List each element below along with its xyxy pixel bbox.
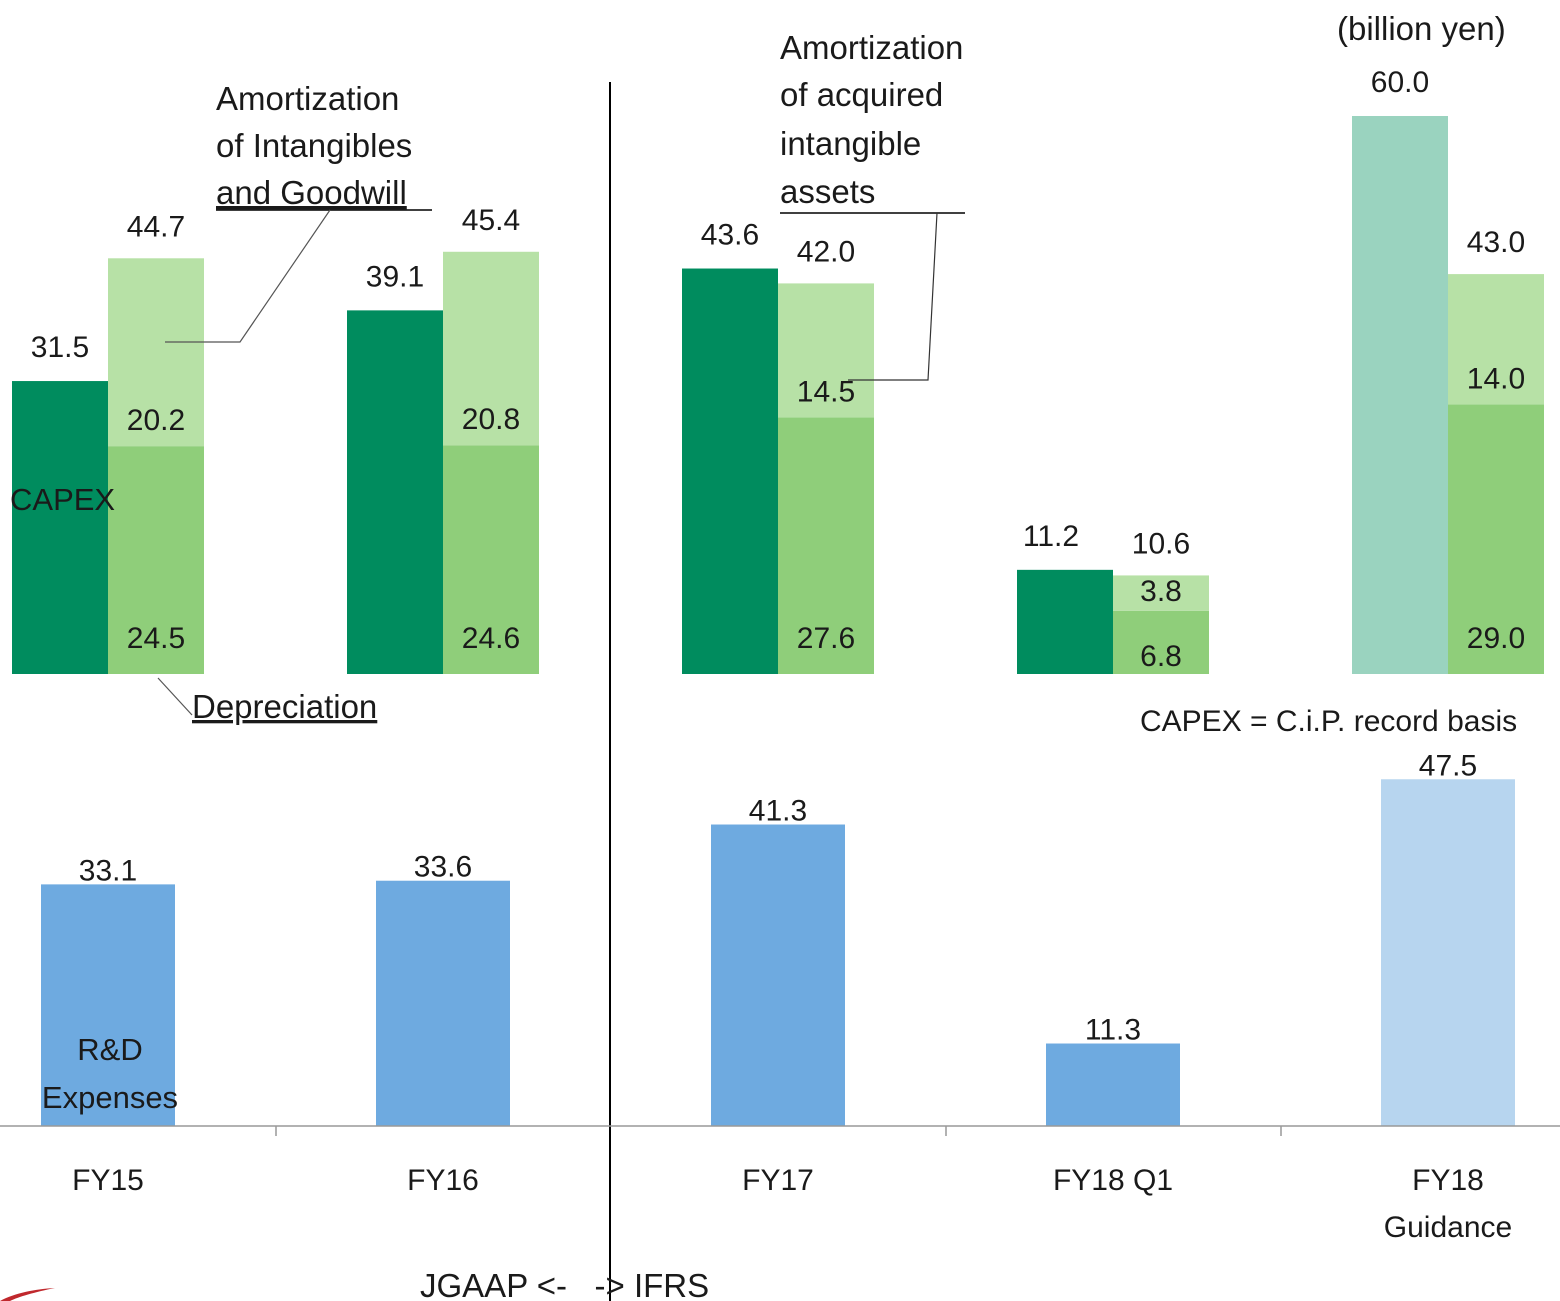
x-tick-label: FY18 Q1 bbox=[1053, 1164, 1173, 1197]
rnd-value-label: 33.6 bbox=[414, 851, 472, 884]
depreciation-bar bbox=[1448, 404, 1544, 674]
depreciation-value-label: 27.6 bbox=[797, 622, 855, 655]
leader-line bbox=[157, 677, 193, 716]
total-value-label: 42.0 bbox=[797, 235, 855, 268]
capex-bar bbox=[12, 381, 108, 674]
rnd-bar bbox=[41, 884, 175, 1126]
total-value-label: 45.4 bbox=[462, 204, 520, 237]
x-tick-label: FY18 Guidance bbox=[1384, 1164, 1512, 1244]
amortization-value-label: 20.8 bbox=[462, 403, 520, 436]
annotation-depreciation: Depreciation bbox=[192, 688, 377, 725]
depreciation-value-label: 24.6 bbox=[462, 622, 520, 655]
x-tick-label: FY15 bbox=[72, 1164, 144, 1197]
x-tick-label: FY17 bbox=[742, 1164, 814, 1197]
rnd-bar bbox=[1046, 1043, 1180, 1126]
rnd-value-label: 47.5 bbox=[1419, 749, 1477, 782]
annotation-amort-goodwill-line3: and Goodwill bbox=[216, 174, 407, 211]
annotation-capex-basis: CAPEX = C.i.P. record basis bbox=[1140, 705, 1517, 738]
annotation-rnd-line2: Expenses bbox=[42, 1080, 178, 1115]
rnd-value-label: 11.3 bbox=[1085, 1014, 1141, 1047]
capex-value-label: 31.5 bbox=[31, 331, 89, 364]
annotation-amort-goodwill-line1: Amortization bbox=[216, 80, 399, 117]
annotation-amort-acquired-line3: intangible bbox=[780, 125, 921, 162]
rnd-value-label: 33.1 bbox=[79, 854, 137, 887]
depreciation-value-label: 24.5 bbox=[127, 622, 185, 655]
rnd-bar bbox=[711, 824, 845, 1126]
depreciation-bar bbox=[1113, 610, 1209, 674]
amortization-value-label: 3.8 bbox=[1140, 575, 1182, 608]
annotation-amort-acquired-line4: assets bbox=[780, 173, 875, 210]
leader-line bbox=[165, 209, 331, 343]
amortization-bar bbox=[108, 258, 204, 447]
amortization-value-label: 20.2 bbox=[127, 404, 185, 437]
amortization-bar bbox=[778, 283, 874, 418]
unit-label: (billion yen) bbox=[1337, 10, 1506, 47]
annotation-amort-acquired-line2: of acquired bbox=[780, 76, 943, 113]
annotation-amort-goodwill-line2: of Intangibles bbox=[216, 127, 412, 164]
depreciation-value-label: 6.8 bbox=[1140, 640, 1182, 673]
lower-bar-group bbox=[41, 779, 1515, 1126]
annotation-standards: JGAAP <- -> IFRS bbox=[420, 1267, 709, 1301]
upper-bar-group bbox=[12, 116, 1544, 674]
annotation-rnd-line1: R&D bbox=[77, 1032, 142, 1067]
capex-value-label: 11.2 bbox=[1023, 520, 1079, 553]
rnd-bar bbox=[376, 880, 510, 1126]
capex-bar bbox=[1017, 569, 1113, 674]
amortization-value-label: 14.5 bbox=[797, 375, 855, 408]
amortization-bar bbox=[443, 251, 539, 446]
capex-bar bbox=[1352, 116, 1448, 674]
rnd-bar bbox=[1381, 779, 1515, 1126]
amortization-value-label: 14.0 bbox=[1467, 362, 1525, 395]
annotation-amort-acquired-line1: Amortization bbox=[780, 29, 963, 66]
depreciation-bar bbox=[108, 446, 204, 674]
capex-bar bbox=[682, 268, 778, 674]
capex-value-label: 39.1 bbox=[366, 260, 424, 293]
total-value-label: 44.7 bbox=[127, 210, 185, 243]
depreciation-value-label: 29.0 bbox=[1467, 622, 1525, 655]
x-tick-label: FY16 bbox=[407, 1164, 479, 1197]
capex-bar bbox=[347, 310, 443, 674]
rnd-value-label: 41.3 bbox=[749, 795, 807, 828]
annotation-capex: CAPEX bbox=[10, 482, 115, 517]
depreciation-bar bbox=[778, 417, 874, 674]
leader-line bbox=[848, 212, 938, 381]
brand-swoosh-icon bbox=[0, 1288, 55, 1301]
total-value-label: 43.0 bbox=[1467, 226, 1525, 259]
amortization-bar bbox=[1113, 575, 1209, 611]
capex-value-label: 43.6 bbox=[701, 219, 759, 252]
value-label-group: 31.5 24.5 20.2 44.7 33.1 39.1 24.6 20.8 45.4 33.6… bbox=[31, 66, 1525, 1047]
capex-value-label: 60.0 bbox=[1371, 66, 1429, 99]
amortization-bar bbox=[1448, 274, 1544, 405]
total-value-label: 10.6 bbox=[1132, 527, 1190, 560]
depreciation-bar bbox=[443, 445, 539, 674]
